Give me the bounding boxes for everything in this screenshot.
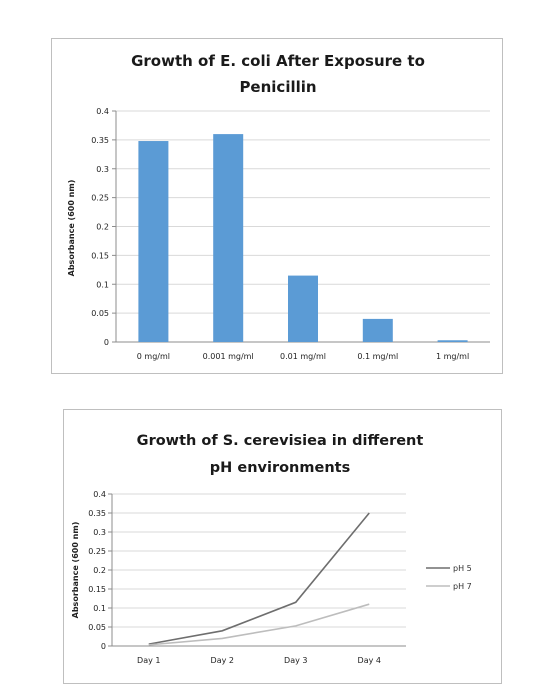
x-tick-label: 0.001 mg/ml (203, 352, 254, 361)
series-line-0 (148, 512, 370, 645)
y-tick-label: 0.4 (93, 490, 106, 499)
legend: pH 5 pH 7 (426, 564, 472, 591)
chart-title-line-1: Growth of S. cerevisiea in different (137, 433, 424, 449)
y-tick-label: 0 (101, 642, 106, 651)
bar (362, 318, 393, 342)
bar-chart-ecoli: Growth of E. coli After Exposure to Peni… (51, 38, 503, 374)
x-tick-label: 0 mg/ml (137, 352, 170, 361)
y-tick-label: 0.3 (96, 165, 109, 174)
chart-title-line-2: Penicillin (239, 78, 316, 96)
y-tick-label: 0.05 (91, 309, 109, 318)
y-tick-label: 0.05 (88, 623, 106, 632)
bar-chart-canvas: Growth of E. coli After Exposure to Peni… (67, 52, 490, 361)
legend-label: pH 7 (453, 582, 472, 591)
x-tick-label: Day 2 (211, 656, 234, 665)
y-tick-label: 0.25 (91, 194, 109, 203)
line-chart-scerevisiae: Growth of S. cerevisiea in different pH … (63, 409, 502, 684)
x-tick-label: Day 1 (137, 656, 160, 665)
line-chart-canvas: Growth of S. cerevisiea in different pH … (71, 433, 472, 665)
bar (437, 340, 468, 342)
y-tick-label: 0.35 (88, 509, 106, 518)
y-tick-label: 0.2 (96, 223, 109, 232)
y-tick-label: 0.15 (91, 251, 109, 260)
y-tick-label: 0.1 (93, 604, 106, 613)
y-tick-label: 0.1 (96, 280, 109, 289)
gridlines (108, 493, 406, 647)
y-tick-labels: 0 0.05 0.1 0.15 0.2 0.25 0.3 0.35 0.4 (88, 490, 106, 651)
legend-label: pH 5 (453, 564, 472, 573)
y-tick-label: 0.4 (96, 107, 109, 116)
x-tick-labels: 0 mg/ml 0.001 mg/ml 0.01 mg/ml 0.1 mg/ml 1 m… (137, 352, 469, 361)
y-axis-label: Absorbance (600 nm) (71, 522, 80, 619)
series-line-1 (148, 603, 370, 646)
bar (138, 141, 169, 342)
bars (138, 134, 468, 342)
y-tick-label: 0.35 (91, 136, 109, 145)
x-tick-label: Day 4 (358, 656, 381, 665)
series-lines (148, 512, 370, 646)
x-tick-label: Day 3 (284, 656, 307, 665)
y-tick-label: 0.2 (93, 566, 106, 575)
chart-title-line-1: Growth of E. coli After Exposure to (131, 52, 425, 70)
bar (288, 275, 318, 342)
chart-title-line-2: pH environments (210, 460, 350, 476)
y-tick-label: 0 (104, 338, 109, 347)
x-tick-label: 0.1 mg/ml (357, 352, 398, 361)
x-tick-label: 1 mg/ml (436, 352, 469, 361)
x-tick-labels: Day 1 Day 2 Day 3 Day 4 (137, 656, 381, 665)
y-axis-label: Absorbance (600 nm) (67, 180, 76, 277)
bar (213, 134, 244, 342)
y-tick-label: 0.25 (88, 547, 106, 556)
y-tick-label: 0.15 (88, 585, 106, 594)
y-tick-label: 0.3 (93, 528, 106, 537)
y-tick-labels: 0 0.05 0.1 0.15 0.2 0.25 0.3 0.35 0.4 (91, 107, 109, 347)
x-tick-label: 0.01 mg/ml (280, 352, 326, 361)
